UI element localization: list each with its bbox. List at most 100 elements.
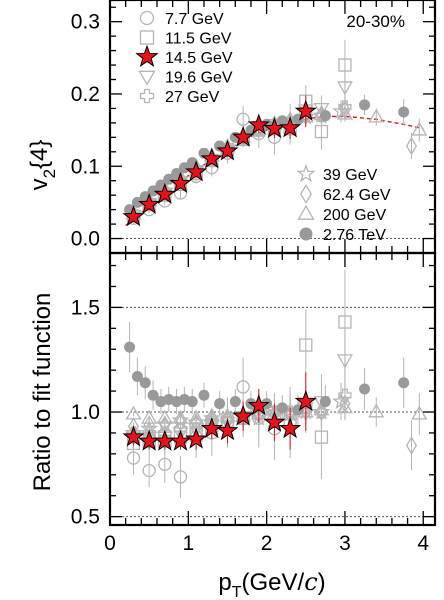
- data-point: [141, 409, 158, 424]
- data-point: [216, 419, 239, 441]
- data-point: [169, 429, 192, 451]
- data-point: [359, 99, 371, 111]
- top-y-axis-title-subscript: 2: [40, 169, 59, 178]
- legend-marker: [135, 44, 159, 67]
- data-point: [156, 409, 173, 424]
- top-y-axis-title-main: v: [26, 178, 53, 190]
- data-point: [336, 354, 353, 369]
- top-y-tick-labels: 0.0 0.1 0.2 0.3: [71, 11, 100, 251]
- legend-label: 62.4 GeV: [323, 187, 391, 204]
- data-point: [198, 389, 210, 401]
- legend-label: 7.7 GeV: [165, 11, 224, 28]
- x-axis-title-main: p: [218, 569, 231, 596]
- legend-entry-14-5-gev: 14.5 GeV: [135, 44, 233, 67]
- x-axis-title-italic: c: [304, 568, 317, 596]
- data-point: [276, 402, 288, 414]
- data-point: [232, 404, 255, 426]
- bottom-y-axis-title: Ratio to fit function: [29, 293, 56, 492]
- bottom-series-2-76-tev: [124, 322, 410, 425]
- data-point: [139, 377, 151, 389]
- data-point: [186, 396, 198, 408]
- legend-label: 11.5 GeV: [165, 31, 232, 48]
- legend-label: 2.76 TeV: [323, 227, 386, 244]
- data-point: [232, 125, 255, 147]
- data-point: [279, 417, 302, 439]
- top-y-tick-label: 0.0: [71, 228, 100, 251]
- data-point: [336, 81, 353, 96]
- top-y-tick-label: 0.2: [71, 83, 100, 106]
- legend-label: 39 GeV: [323, 167, 378, 184]
- x-axis-title-close: ): [318, 569, 326, 596]
- top-legend: 7.7 GeV 11.5 GeV 14.5 GeV 19.6 GeV 27 GeV 39 …: [135, 10, 391, 244]
- top-y-axis-title: v2{4}: [26, 140, 59, 191]
- legend-entry-200-gev: 200 GeV: [297, 204, 386, 224]
- data-point: [125, 405, 142, 420]
- legend-label: 14.5 GeV: [165, 50, 233, 67]
- data-point: [276, 115, 288, 127]
- legend-label: 200 GeV: [323, 207, 386, 224]
- data-point: [229, 396, 241, 408]
- bottom-y-tick-label: 1.0: [71, 401, 100, 424]
- data-point: [122, 205, 145, 227]
- data-point: [131, 370, 143, 382]
- bottom-plot-frame: [108, 251, 437, 527]
- centrality-label: 20-30%: [346, 12, 405, 31]
- data-point: [411, 121, 428, 136]
- legend-entry-62-4-gev: 62.4 GeV: [300, 183, 391, 205]
- data-point: [279, 116, 302, 138]
- x-tick-labels: 0 1 2 3 4: [104, 532, 429, 555]
- bottom-data-layer: [110, 269, 435, 518]
- bottom-y-tick-labels: 0.5 1.0 1.5: [71, 296, 100, 528]
- data-point: [200, 147, 223, 169]
- top-panel: 0.0 0.1 0.2 0.3 7.7 GeV 11.5 GeV 14.5 GeV 19.6…: [26, 0, 437, 255]
- legend-marker: [139, 10, 155, 26]
- x-axis-title: pT(GeV/c): [218, 568, 325, 600]
- data-point: [405, 436, 418, 455]
- data-point: [173, 470, 188, 484]
- top-data-layer: [110, 39, 435, 240]
- data-point: [398, 377, 410, 389]
- data-point: [147, 389, 159, 401]
- legend-entry-2-76-tev: 2.76 TeV: [299, 227, 386, 244]
- data-point: [163, 173, 175, 185]
- data-point: [314, 430, 329, 444]
- data-point: [178, 162, 190, 174]
- data-point: [158, 457, 172, 471]
- data-point: [172, 409, 189, 424]
- legend-entry-27-gev: 27 GeV: [139, 88, 220, 106]
- data-point: [122, 425, 145, 447]
- legend-entry-7-7-gev: 7.7 GeV: [139, 10, 224, 28]
- legend-entry-39-gev: 39 GeV: [296, 164, 378, 184]
- legend-marker: [138, 70, 156, 86]
- data-point: [336, 399, 353, 414]
- data-point: [147, 185, 159, 197]
- data-point: [247, 113, 270, 135]
- x-tick-label: 4: [417, 532, 429, 555]
- data-point: [131, 196, 143, 208]
- top-y-tick-label: 0.3: [71, 11, 100, 34]
- x-axis-title-subscript: T: [232, 584, 242, 600]
- bottom-y-tick-label: 1.5: [71, 296, 100, 319]
- data-point: [405, 136, 418, 156]
- legend-marker: [139, 30, 155, 45]
- legend-marker: [297, 204, 315, 220]
- top-y-axis-title-rest: {4}: [26, 140, 53, 169]
- bottom-panel: 0.5 1.0 1.5 0 1 2 3 4 Ratio to fit function pT…: [29, 251, 437, 600]
- top-y-tick-label: 0.1: [71, 155, 100, 178]
- legend-label: 19.6 GeV: [165, 70, 233, 87]
- legend-marker: [300, 183, 312, 205]
- legend-entry-19-6-gev: 19.6 GeV: [138, 70, 233, 87]
- data-point: [188, 409, 205, 424]
- data-point: [169, 171, 192, 194]
- data-point: [319, 110, 331, 122]
- data-point: [142, 463, 156, 478]
- legend-entry-11-5-gev: 11.5 GeV: [139, 30, 232, 48]
- data-point: [124, 341, 136, 353]
- data-point: [294, 389, 317, 411]
- x-tick-label: 0: [104, 532, 116, 555]
- legend-marker: [299, 227, 313, 241]
- data-point: [236, 112, 250, 126]
- data-point: [336, 105, 353, 120]
- data-point: [153, 182, 176, 204]
- data-point: [185, 427, 208, 449]
